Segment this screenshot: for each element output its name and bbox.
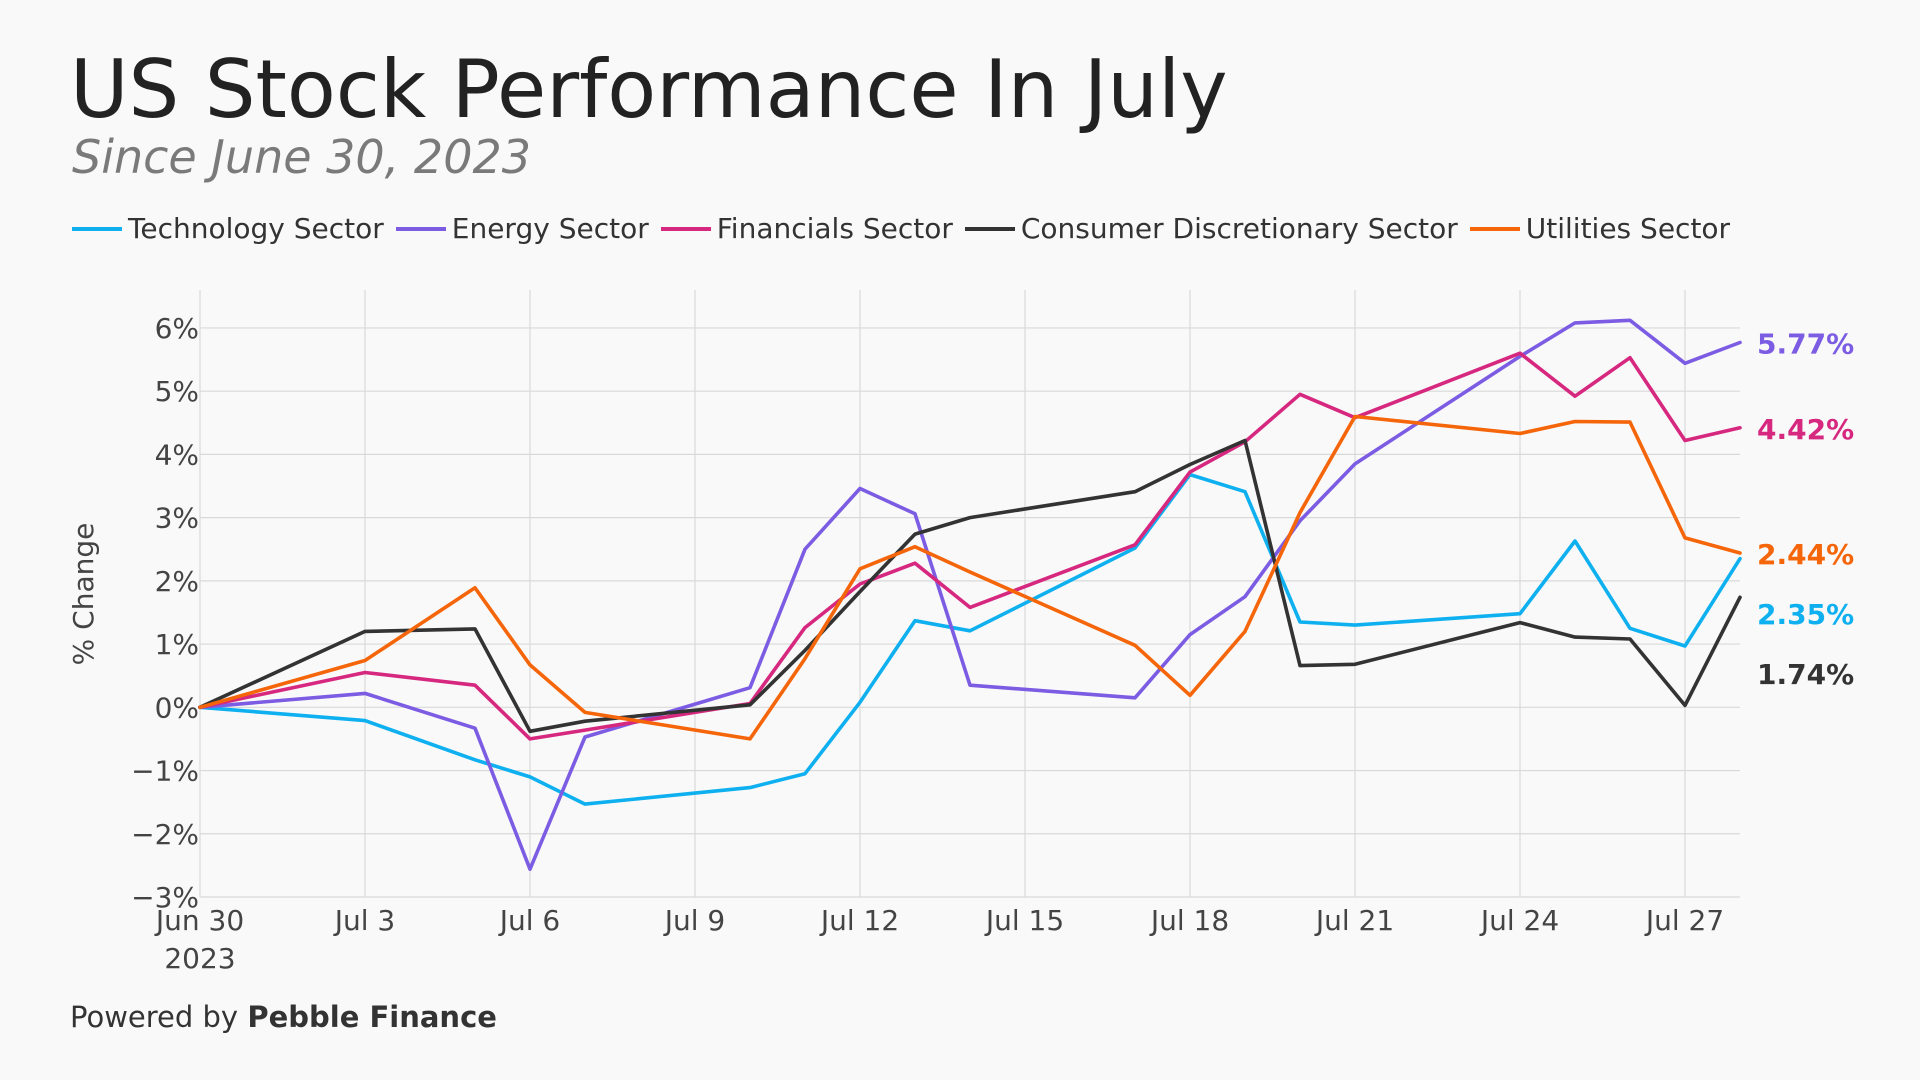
series-line-energy-sector xyxy=(198,318,1742,872)
series-lines xyxy=(198,318,1742,872)
x-tick-label: Jul 15 xyxy=(984,904,1064,937)
legend-item: Consumer Discretionary Sector xyxy=(964,212,1458,245)
x-tick-label: Jul 21 xyxy=(1314,904,1394,937)
legend-swatch xyxy=(72,226,122,231)
footer-brand: Pebble Finance xyxy=(247,1000,497,1034)
legend-item: Utilities Sector xyxy=(1469,212,1731,245)
legend-label: Financials Sector xyxy=(716,212,953,245)
y-tick-label: −1% xyxy=(131,755,199,788)
series-line-utilities-sector xyxy=(198,414,1742,741)
y-tick-label: 6% xyxy=(155,312,199,345)
series-line-financials-sector xyxy=(198,351,1742,741)
legend-label: Utilities Sector xyxy=(1525,212,1731,245)
y-tick-label: 4% xyxy=(155,438,199,471)
y-tick-label: −3% xyxy=(131,881,199,914)
legend-label: Energy Sector xyxy=(451,212,649,245)
chart-legend: Technology Sector Energy Sector Financials… xyxy=(72,212,1742,245)
series-line-consumer-discretionary-sector xyxy=(198,438,1742,734)
x-tick-label: Jun 30 xyxy=(154,904,244,937)
x-tick-label: Jul 9 xyxy=(663,904,726,937)
x-tick-label: Jul 6 xyxy=(498,904,561,937)
end-value-label: 4.42% xyxy=(1757,413,1854,446)
x-tick-label: Jul 12 xyxy=(819,904,899,937)
chart-title: US Stock Performance In July xyxy=(70,43,1228,136)
x-tick-label: Jul 27 xyxy=(1644,904,1724,937)
y-tick-label: 2% xyxy=(155,565,199,598)
end-value-label: 2.44% xyxy=(1757,538,1854,571)
y-tick-label: 1% xyxy=(155,628,199,661)
legend-swatch xyxy=(964,226,1015,231)
legend-swatch xyxy=(395,226,446,231)
end-value-label: 2.35% xyxy=(1757,598,1854,631)
x-tick-label: Jul 24 xyxy=(1479,904,1559,937)
x-tick-label: Jul 18 xyxy=(1149,904,1229,937)
footer-credit: Powered by Pebble Finance xyxy=(70,1000,497,1034)
x-tick-year-label: 2023 xyxy=(164,942,235,975)
legend-item: Energy Sector xyxy=(395,212,649,245)
y-axis-label: % Change xyxy=(67,523,100,666)
y-tick-label: 5% xyxy=(155,375,199,408)
end-value-labels: 2.35% 5.77% 4.42% 1.74% 2.44% xyxy=(1757,327,1854,691)
legend-swatch xyxy=(1469,226,1520,231)
y-tick-label: 3% xyxy=(155,502,199,535)
legend-swatch xyxy=(660,226,711,231)
y-tick-label: 0% xyxy=(155,691,199,724)
grid-lines xyxy=(199,290,1740,898)
y-tick-label: −2% xyxy=(131,818,199,851)
series-line-technology-sector xyxy=(198,472,1742,806)
legend-item: Technology Sector xyxy=(72,212,384,245)
end-value-label: 1.74% xyxy=(1757,658,1854,691)
legend-label: Consumer Discretionary Sector xyxy=(1020,212,1458,245)
end-value-label: 5.77% xyxy=(1757,327,1854,360)
chart-subtitle: Since June 30, 2023 xyxy=(72,130,531,184)
axis-labels: −3% −2% −1% 0% 1% 2% 3% 4% 5% 6% Jun 30 2023 Jul 3 Ju… xyxy=(131,312,1724,975)
x-tick-label: Jul 3 xyxy=(333,904,396,937)
legend-label: Technology Sector xyxy=(128,212,384,245)
footer-prefix: Powered by xyxy=(70,1000,248,1034)
legend-item: Financials Sector xyxy=(660,212,953,245)
